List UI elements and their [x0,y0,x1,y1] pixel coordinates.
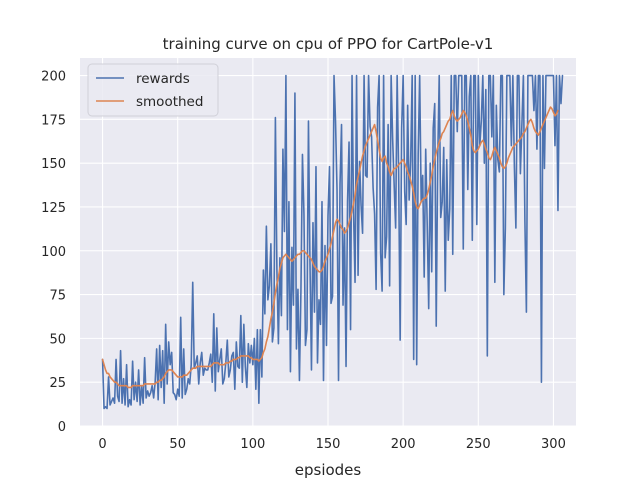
legend-label-rewards: rewards [136,71,190,87]
y-tick-label-150: 150 [41,157,66,172]
x-axis-title: epsiodes [295,461,362,479]
y-tick-labels: 0 25 50 75 100 125 150 175 200 [41,70,66,435]
y-tick-label-0: 0 [58,420,66,435]
series-line-rewards [101,74,564,410]
x-tick-label-150: 150 [316,437,341,452]
series-line-smoothed [101,106,559,389]
y-tick-label-50: 50 [49,332,66,347]
x-tick-label-0: 0 [98,437,106,452]
x-tick-label-200: 200 [391,437,416,452]
x-tick-label-100: 100 [240,437,265,452]
y-tick-label-100: 100 [41,245,66,260]
x-tick-label-300: 300 [541,437,566,452]
x-tick-label-250: 250 [466,437,491,452]
y-tick-label-75: 75 [49,289,66,304]
y-tick-label-125: 125 [41,201,66,216]
y-tick-label-175: 175 [41,113,66,128]
legend: rewards smoothed [87,63,219,117]
legend-label-smoothed: smoothed [136,94,203,110]
legend-box [87,63,219,117]
y-tick-label-200: 200 [41,70,66,85]
x-tick-labels: 0 50 100 150 200 250 300 [98,437,565,452]
x-tick-label-50: 50 [169,437,186,452]
y-tick-label-25: 25 [49,376,66,391]
series-layer [101,74,564,410]
chart-title: training curve on cpu of PPO for CartPol… [163,35,494,53]
